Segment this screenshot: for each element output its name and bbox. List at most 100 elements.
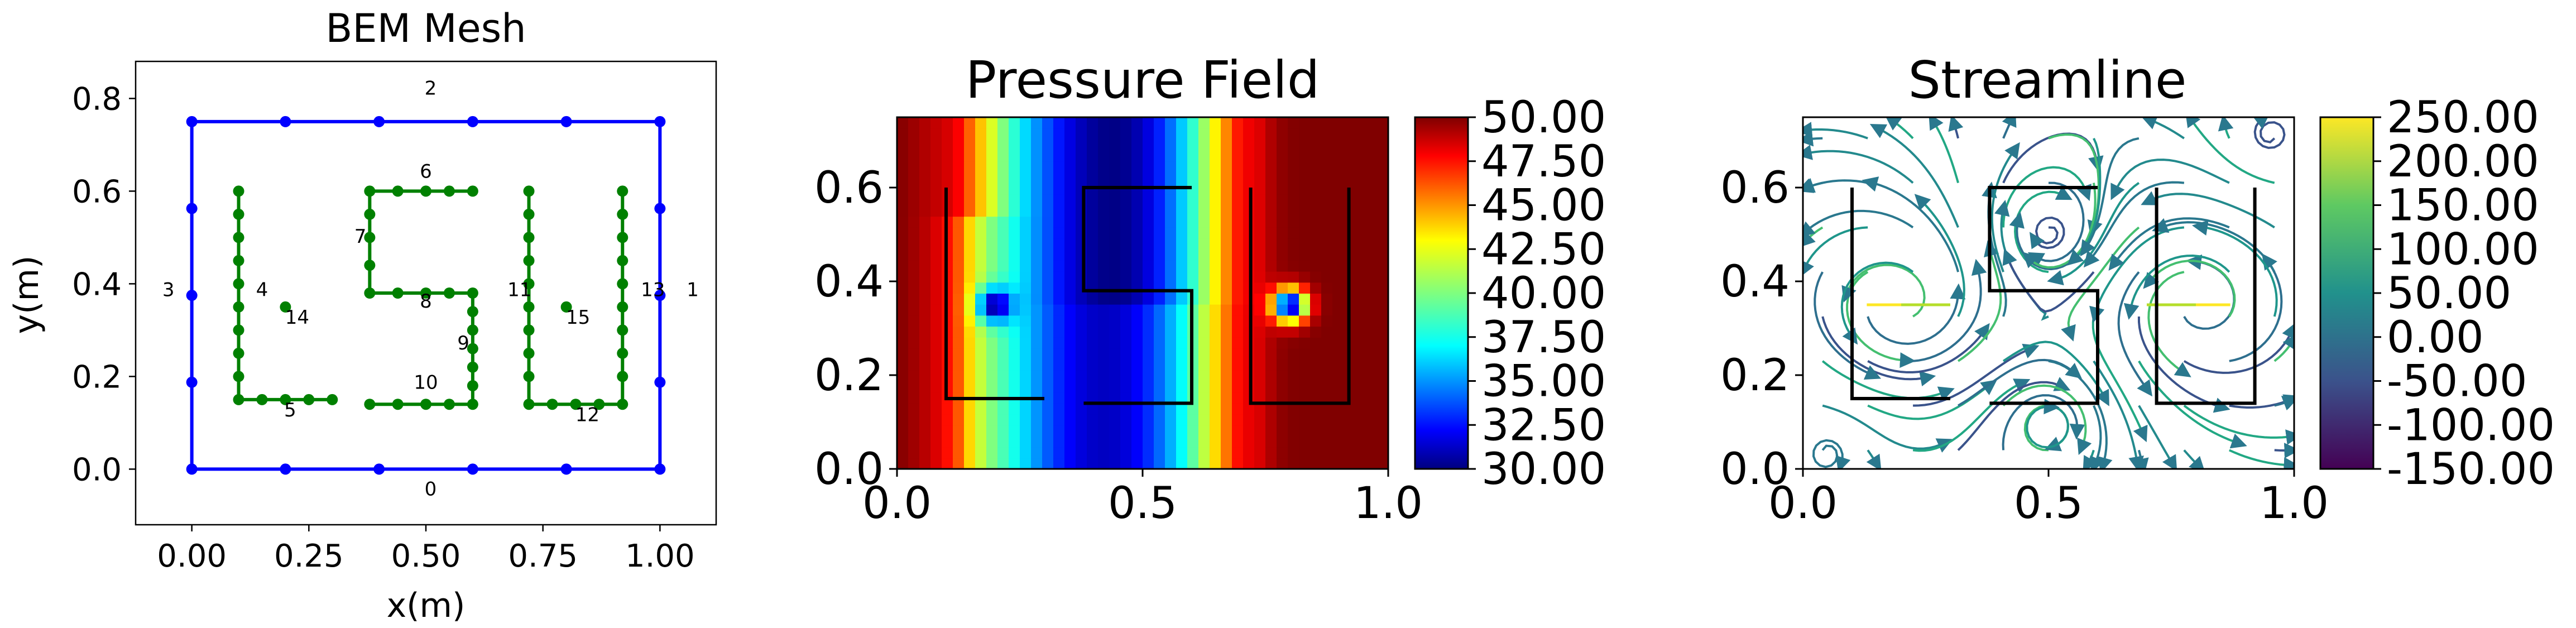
pressure-cell xyxy=(1176,293,1188,305)
pressure-cell xyxy=(953,282,965,294)
pressure-cell xyxy=(1243,337,1255,349)
pressure-cell xyxy=(1288,447,1299,459)
pressure-cell xyxy=(1377,260,1388,272)
pressure-cell xyxy=(1176,337,1188,349)
segment-index-label: 5 xyxy=(284,399,296,421)
pressure-cell xyxy=(1042,260,1054,272)
pressure-cell xyxy=(997,205,1009,217)
pressure-cell xyxy=(908,315,920,327)
pressure-cell xyxy=(1009,359,1020,371)
pressure-cell xyxy=(942,139,953,151)
pressure-cell xyxy=(1321,315,1333,327)
pressure-cell xyxy=(1344,150,1355,162)
pressure-cell xyxy=(1064,326,1076,338)
pressure-cell xyxy=(1053,128,1065,140)
pressure-cell xyxy=(1310,337,1322,349)
pressure-cell xyxy=(1143,260,1154,272)
pressure-cell xyxy=(1288,425,1299,437)
pressure-cell xyxy=(997,359,1009,371)
pressure-cell xyxy=(1009,150,1020,162)
pressure-cell xyxy=(997,183,1009,195)
pressure-cell xyxy=(975,282,987,294)
pressure-cell xyxy=(1321,216,1333,228)
pressure-cell xyxy=(1366,161,1378,173)
pressure-cell xyxy=(1243,381,1255,393)
pressure-cell xyxy=(1254,447,1266,459)
pressure-cell xyxy=(1165,161,1177,173)
pressure-cell xyxy=(997,161,1009,173)
segment-index-label: 12 xyxy=(575,404,599,426)
pressure-cell xyxy=(1310,139,1322,151)
pressure-cell xyxy=(986,216,998,228)
pressure-cell xyxy=(1288,249,1299,261)
pressure-cell xyxy=(1355,458,1366,469)
pressure-cell xyxy=(1221,238,1232,250)
pressure-cell xyxy=(1210,392,1221,404)
pressure-cell xyxy=(1042,293,1054,305)
pressure-cell xyxy=(1109,402,1121,415)
pressure-cell xyxy=(1355,359,1366,371)
pressure-cell xyxy=(1131,172,1143,184)
pressure-cell xyxy=(1165,392,1177,404)
pressure-cell xyxy=(1377,359,1388,371)
streamline-path xyxy=(2061,226,2140,342)
pressure-cell xyxy=(1277,183,1288,195)
pressure-cell xyxy=(1154,414,1165,426)
pressure-cell xyxy=(1355,271,1366,283)
pressure-cell xyxy=(1243,282,1255,294)
boundary-node xyxy=(373,463,385,475)
pressure-cell xyxy=(1299,194,1311,206)
pressure-cell xyxy=(1120,260,1132,272)
pressure-cell xyxy=(1332,172,1344,184)
pressure-cell xyxy=(1131,238,1143,250)
pressure-field-title: Pressure Field xyxy=(966,50,1320,110)
pressure-cell xyxy=(1176,205,1188,217)
pressure-cell xyxy=(1176,128,1188,140)
pressure-cell xyxy=(1187,172,1199,184)
y-tick-label: 0.2 xyxy=(814,351,884,401)
pressure-cell xyxy=(1232,359,1244,371)
pressure-cell xyxy=(1332,150,1344,162)
pressure-cell xyxy=(1176,435,1188,448)
streamline-path xyxy=(2002,117,2017,139)
streamline-path xyxy=(2133,449,2149,469)
streamline-path xyxy=(1929,117,1960,184)
pressure-cell xyxy=(1087,194,1098,206)
pressure-cell xyxy=(1243,304,1255,316)
pressure-cell xyxy=(1321,392,1333,404)
pressure-cell xyxy=(1187,271,1199,283)
pressure-cell xyxy=(908,139,920,151)
obstacle-node xyxy=(467,380,478,391)
pressure-cell xyxy=(1299,216,1311,228)
pressure-cell xyxy=(1131,435,1143,448)
pressure-cell xyxy=(1277,326,1288,338)
pressure-cell xyxy=(1243,435,1255,448)
pressure-cell xyxy=(964,150,976,162)
pressure-cell xyxy=(997,117,1009,129)
pressure-cell xyxy=(1198,381,1210,393)
pressure-cell xyxy=(997,139,1009,151)
streamline-path xyxy=(2048,133,2103,237)
streamline-path xyxy=(1803,209,1914,238)
pressure-cell xyxy=(1154,150,1165,162)
streamline-path xyxy=(2090,405,2105,469)
pressure-cell xyxy=(1210,139,1221,151)
pressure-cell xyxy=(1053,172,1065,184)
boundary-node xyxy=(654,376,666,388)
streamline-path xyxy=(1912,378,2031,452)
pressure-cell xyxy=(1076,205,1087,217)
pressure-cell xyxy=(908,117,920,129)
y-tick-label: 0.6 xyxy=(814,163,884,213)
pressure-cell xyxy=(1232,425,1244,437)
pressure-cell xyxy=(1277,359,1288,371)
pressure-cell xyxy=(1355,326,1366,338)
pressure-cell xyxy=(1243,458,1255,469)
pressure-cell xyxy=(1087,293,1098,305)
pressure-cell xyxy=(1221,194,1232,206)
segment-index-label: 11 xyxy=(507,279,531,301)
obstacle-node xyxy=(617,301,629,313)
streamline-path xyxy=(2183,322,2294,374)
pressure-cell xyxy=(1254,304,1266,316)
pressure-cell xyxy=(1355,117,1366,129)
pressure-cell xyxy=(1053,216,1065,228)
